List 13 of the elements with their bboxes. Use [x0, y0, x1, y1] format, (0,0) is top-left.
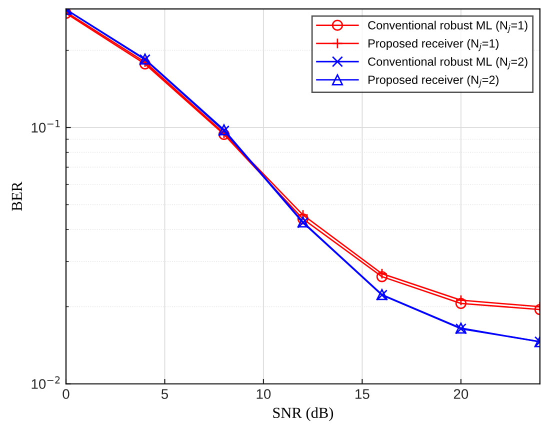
legend-label: Conventional robust ML (N$_{j}$=1): [368, 20, 528, 33]
legend-label: Proposed receiver (N$_{j}$=1): [368, 38, 498, 52]
x-tick-label: 20: [454, 389, 468, 399]
x-axis-title: SNR (dB): [273, 407, 334, 422]
x-tick-label: 10: [256, 389, 271, 399]
x-tick-label: 5: [161, 389, 168, 399]
y-tick-label: 10$^{−1}$: [32, 120, 60, 133]
x-tick-label: 15: [356, 389, 370, 399]
x-tick-label: 0: [62, 389, 70, 399]
y-tick-label: 10$^{−2}$: [32, 376, 60, 389]
legend-label: Conventional robust ML (N$_{j}$=2): [368, 57, 528, 70]
y-axis-title: BER: [12, 182, 22, 211]
legend-label: Proposed receiver (N$_{j}$=2): [368, 75, 498, 88]
